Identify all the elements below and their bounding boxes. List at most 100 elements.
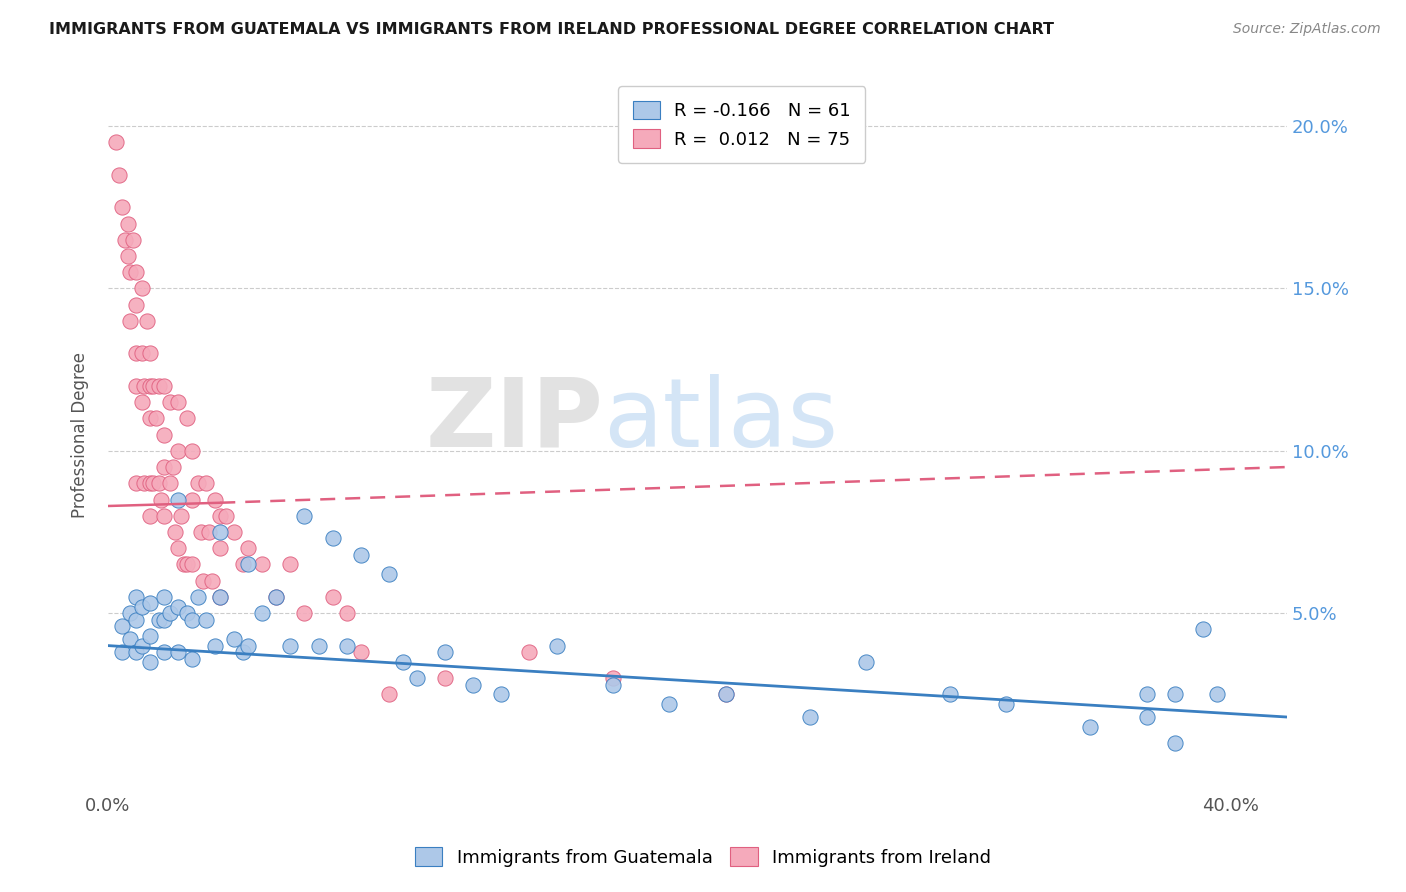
Text: Source: ZipAtlas.com: Source: ZipAtlas.com	[1233, 22, 1381, 37]
Point	[714, 687, 737, 701]
Point	[167, 492, 190, 507]
Point	[148, 613, 170, 627]
Point	[238, 558, 260, 572]
Point	[602, 671, 624, 685]
Point	[349, 645, 371, 659]
Point	[120, 632, 142, 646]
Point	[167, 645, 190, 659]
Point	[433, 645, 456, 659]
Point	[159, 476, 181, 491]
Y-axis label: Professional Degree: Professional Degree	[72, 351, 89, 517]
Point	[131, 639, 153, 653]
Point	[153, 460, 176, 475]
Point	[181, 613, 204, 627]
Text: IMMIGRANTS FROM GUATEMALA VS IMMIGRANTS FROM IRELAND PROFESSIONAL DEGREE CORRELA: IMMIGRANTS FROM GUATEMALA VS IMMIGRANTS …	[49, 22, 1054, 37]
Point	[139, 508, 162, 523]
Point	[153, 379, 176, 393]
Point	[658, 697, 681, 711]
Point	[131, 346, 153, 360]
Point	[322, 532, 344, 546]
Point	[433, 671, 456, 685]
Point	[139, 655, 162, 669]
Point	[139, 596, 162, 610]
Legend: Immigrants from Guatemala, Immigrants from Ireland: Immigrants from Guatemala, Immigrants fr…	[408, 840, 998, 874]
Point	[148, 476, 170, 491]
Point	[280, 558, 302, 572]
Point	[167, 395, 190, 409]
Point	[209, 508, 232, 523]
Point	[167, 599, 190, 614]
Point	[224, 524, 246, 539]
Point	[238, 639, 260, 653]
Point	[377, 687, 399, 701]
Point	[153, 613, 176, 627]
Point	[714, 687, 737, 701]
Point	[322, 590, 344, 604]
Point	[209, 590, 232, 604]
Point	[176, 558, 198, 572]
Point	[939, 687, 962, 701]
Point	[209, 541, 232, 556]
Point	[142, 379, 165, 393]
Point	[153, 590, 176, 604]
Point	[1136, 710, 1159, 724]
Point	[336, 606, 359, 620]
Point	[1163, 736, 1185, 750]
Point	[159, 606, 181, 620]
Point	[336, 639, 359, 653]
Point	[159, 395, 181, 409]
Point	[1136, 687, 1159, 701]
Point	[125, 298, 148, 312]
Point	[181, 558, 204, 572]
Point	[546, 639, 568, 653]
Point	[308, 639, 330, 653]
Point	[1191, 623, 1213, 637]
Point	[122, 233, 145, 247]
Point	[198, 524, 221, 539]
Point	[405, 671, 427, 685]
Point	[461, 677, 484, 691]
Point	[176, 411, 198, 425]
Point	[162, 460, 184, 475]
Point	[120, 314, 142, 328]
Point	[125, 379, 148, 393]
Point	[252, 558, 274, 572]
Point	[111, 200, 134, 214]
Point	[181, 651, 204, 665]
Point	[114, 233, 136, 247]
Point	[145, 411, 167, 425]
Point	[131, 395, 153, 409]
Point	[181, 443, 204, 458]
Point	[517, 645, 540, 659]
Point	[125, 265, 148, 279]
Point	[252, 606, 274, 620]
Point	[204, 492, 226, 507]
Point	[349, 548, 371, 562]
Text: ZIP: ZIP	[425, 374, 603, 467]
Point	[232, 645, 254, 659]
Point	[139, 346, 162, 360]
Point	[193, 574, 215, 588]
Point	[153, 427, 176, 442]
Point	[108, 168, 131, 182]
Point	[131, 599, 153, 614]
Point	[1205, 687, 1227, 701]
Point	[232, 558, 254, 572]
Point	[117, 217, 139, 231]
Point	[117, 249, 139, 263]
Point	[120, 606, 142, 620]
Point	[855, 655, 877, 669]
Point	[148, 379, 170, 393]
Point	[167, 443, 190, 458]
Point	[111, 645, 134, 659]
Legend: R = -0.166   N = 61, R =  0.012   N = 75: R = -0.166 N = 61, R = 0.012 N = 75	[619, 87, 865, 163]
Point	[377, 567, 399, 582]
Point	[209, 590, 232, 604]
Point	[238, 541, 260, 556]
Point	[150, 492, 173, 507]
Point	[167, 541, 190, 556]
Point	[125, 645, 148, 659]
Point	[134, 476, 156, 491]
Text: atlas: atlas	[603, 374, 838, 467]
Point	[173, 558, 195, 572]
